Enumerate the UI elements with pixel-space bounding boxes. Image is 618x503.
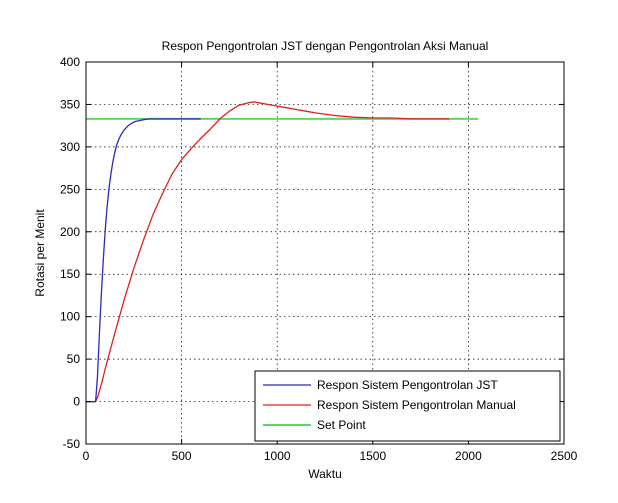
y-tick-label: 250 bbox=[60, 182, 80, 196]
y-tick-label: 350 bbox=[60, 97, 80, 111]
chart-title: Respon Pengontrolan JST dengan Pengontro… bbox=[162, 39, 489, 53]
legend-label-1: Respon Sistem Pengontrolan Manual bbox=[317, 398, 516, 412]
y-tick-label: 100 bbox=[60, 310, 80, 324]
y-tick-label: 50 bbox=[67, 352, 81, 366]
series-layer bbox=[86, 101, 478, 403]
x-tick-label: 1500 bbox=[359, 449, 386, 463]
x-tick-label: 2500 bbox=[551, 449, 578, 463]
y-tick-label: -50 bbox=[63, 437, 81, 451]
y-tick-label: 0 bbox=[73, 395, 80, 409]
legend-label-0: Respon Sistem Pengontrolan JST bbox=[317, 378, 498, 392]
ticks: 0 500 1000 1500 2000 2500-5005010015020025030… bbox=[60, 55, 578, 463]
y-tick-label: 400 bbox=[60, 55, 80, 69]
plot-frame bbox=[85, 61, 565, 445]
series-line-1 bbox=[86, 101, 450, 403]
legend: Respon Sistem Pengontrolan JST Respon Sis… bbox=[254, 370, 561, 442]
y-tick-label: 300 bbox=[60, 140, 80, 154]
x-tick-label: 2000 bbox=[455, 449, 482, 463]
x-tick-label: 0 bbox=[83, 449, 90, 463]
grid bbox=[86, 62, 564, 444]
y-tick-label: 150 bbox=[60, 267, 80, 281]
y-tick-label: 200 bbox=[60, 225, 80, 239]
x-tick-label: 1000 bbox=[264, 449, 291, 463]
series-line-0 bbox=[86, 118, 201, 403]
legend-box bbox=[254, 370, 561, 442]
x-axis-label: Waktu bbox=[308, 467, 342, 481]
legend-label-2: Set Point bbox=[317, 418, 366, 432]
x-tick-label: 500 bbox=[172, 449, 192, 463]
y-axis-label: Rotasi per Menit bbox=[33, 209, 47, 297]
